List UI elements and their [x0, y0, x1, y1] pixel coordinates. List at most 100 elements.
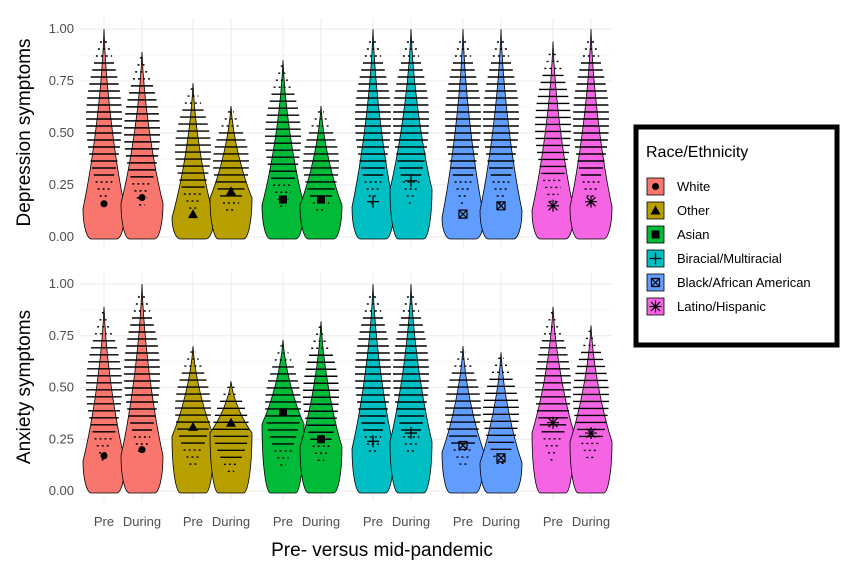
mean-marker [458, 209, 468, 219]
legend-label: Other [677, 203, 710, 218]
violin-pre [171, 83, 215, 240]
mean-marker [226, 186, 236, 196]
legend-item: White [646, 177, 710, 196]
legend-items: White Other Asian Biracial/Multiracial Black… [646, 177, 811, 316]
panel-2: 0.00 0.25 0.50 0.75 1.00 Anxiety symptoms Pre D… [14, 273, 613, 529]
mean-marker [226, 417, 236, 427]
group-Asian [261, 18, 343, 247]
mean-marker [100, 200, 108, 208]
x-tick-label: During [572, 514, 610, 529]
legend-item: Other [646, 201, 710, 220]
violin-pre [82, 28, 126, 240]
mean-marker [188, 421, 198, 431]
legend-label: Asian [677, 227, 710, 242]
violin-pre [531, 41, 575, 240]
group-Black/African American: Pre During [441, 273, 523, 529]
mean-marker [138, 193, 146, 201]
group-Biracial/Multiracial: Pre During [351, 273, 433, 529]
violin-during [209, 381, 253, 494]
violin-pre [441, 28, 485, 240]
y-tick-label: 0.75 [49, 328, 74, 343]
legend: Race/Ethnicity White Other Asian Biracial/M… [633, 124, 840, 348]
mean-marker [496, 201, 506, 211]
mean-marker [650, 205, 661, 215]
y-tick-label: 0.25 [49, 177, 74, 192]
legend-item: Black/African American [646, 273, 811, 292]
group-Biracial/Multiracial [351, 18, 433, 247]
mean-marker [649, 252, 662, 265]
violin-during [479, 28, 523, 240]
legend-label: White [677, 179, 710, 194]
x-tick-label: Pre [543, 514, 563, 529]
group-White: Pre During [82, 273, 164, 529]
violin-during [479, 352, 523, 494]
violin-pre [441, 346, 485, 494]
y-tick-label: 1.00 [49, 21, 74, 36]
legend-item: Latino/Hispanic [646, 297, 766, 316]
x-tick-label: During [123, 514, 161, 529]
legend-box [633, 124, 840, 348]
mean-marker [547, 416, 559, 429]
mean-marker [405, 427, 417, 440]
violin-pre [82, 306, 126, 494]
y-axis-label: Anxiety symptoms [14, 310, 35, 464]
violin-during [389, 28, 433, 240]
y-tick-label: 0.50 [49, 380, 74, 395]
mean-marker [649, 300, 662, 313]
y-tick-label: 0.75 [49, 73, 74, 88]
mean-marker [458, 440, 468, 451]
y-axis-label: Depression symptoms [14, 39, 35, 227]
x-tick-label: Pre [183, 514, 203, 529]
group-Other: Pre During [171, 273, 253, 529]
mean-marker [651, 230, 660, 239]
mean-marker [650, 277, 661, 288]
violin-pre [351, 28, 395, 240]
x-tick-label: During [482, 514, 520, 529]
x-tick-label: During [302, 514, 340, 529]
legend-label: Biracial/Multiracial [677, 251, 782, 266]
mean-marker [367, 195, 379, 208]
violin-during [120, 51, 164, 240]
x-tick-label: During [212, 514, 250, 529]
mean-marker [279, 195, 287, 204]
legend-item: Asian [646, 225, 710, 244]
mean-marker [585, 427, 597, 440]
mean-marker [317, 195, 325, 204]
group-Black/African American [441, 18, 523, 247]
mean-marker [652, 183, 659, 190]
legend-label: Black/African American [677, 275, 811, 290]
x-tick-label: Pre [453, 514, 473, 529]
mean-marker [279, 408, 287, 417]
group-White [82, 18, 164, 247]
legend-label: Latino/Hispanic [677, 299, 766, 314]
y-tick-label: 0.00 [49, 229, 74, 244]
violin-during [299, 321, 343, 494]
y-tick-label: 0.25 [49, 431, 74, 446]
y-tick-label: 0.50 [49, 125, 74, 140]
violin-pre [171, 346, 215, 494]
mean-marker [585, 195, 597, 208]
x-tick-label: Pre [273, 514, 293, 529]
mean-marker [496, 453, 506, 463]
mean-marker [547, 199, 559, 212]
panel-1: 0.00 0.25 0.50 0.75 1.00 Depression symptoms [14, 18, 613, 247]
mean-marker [317, 435, 325, 444]
x-tick-label: Pre [363, 514, 383, 529]
group-Other [171, 18, 253, 247]
mean-marker [138, 446, 146, 454]
y-tick-label: 1.00 [49, 276, 74, 291]
mean-marker [100, 452, 108, 460]
y-tick-label: 0.00 [49, 483, 74, 498]
group-Latino/Hispanic [531, 18, 613, 247]
violin-during [569, 325, 613, 494]
violin-during [209, 105, 253, 240]
violin-pre [531, 306, 575, 494]
group-Asian: Pre During [261, 273, 343, 529]
legend-item: Biracial/Multiracial [646, 249, 782, 268]
x-tick-label: Pre [94, 514, 114, 529]
x-axis-label: Pre- versus mid-pandemic [271, 540, 493, 561]
violin-during [299, 105, 343, 240]
x-tick-label: During [392, 514, 430, 529]
